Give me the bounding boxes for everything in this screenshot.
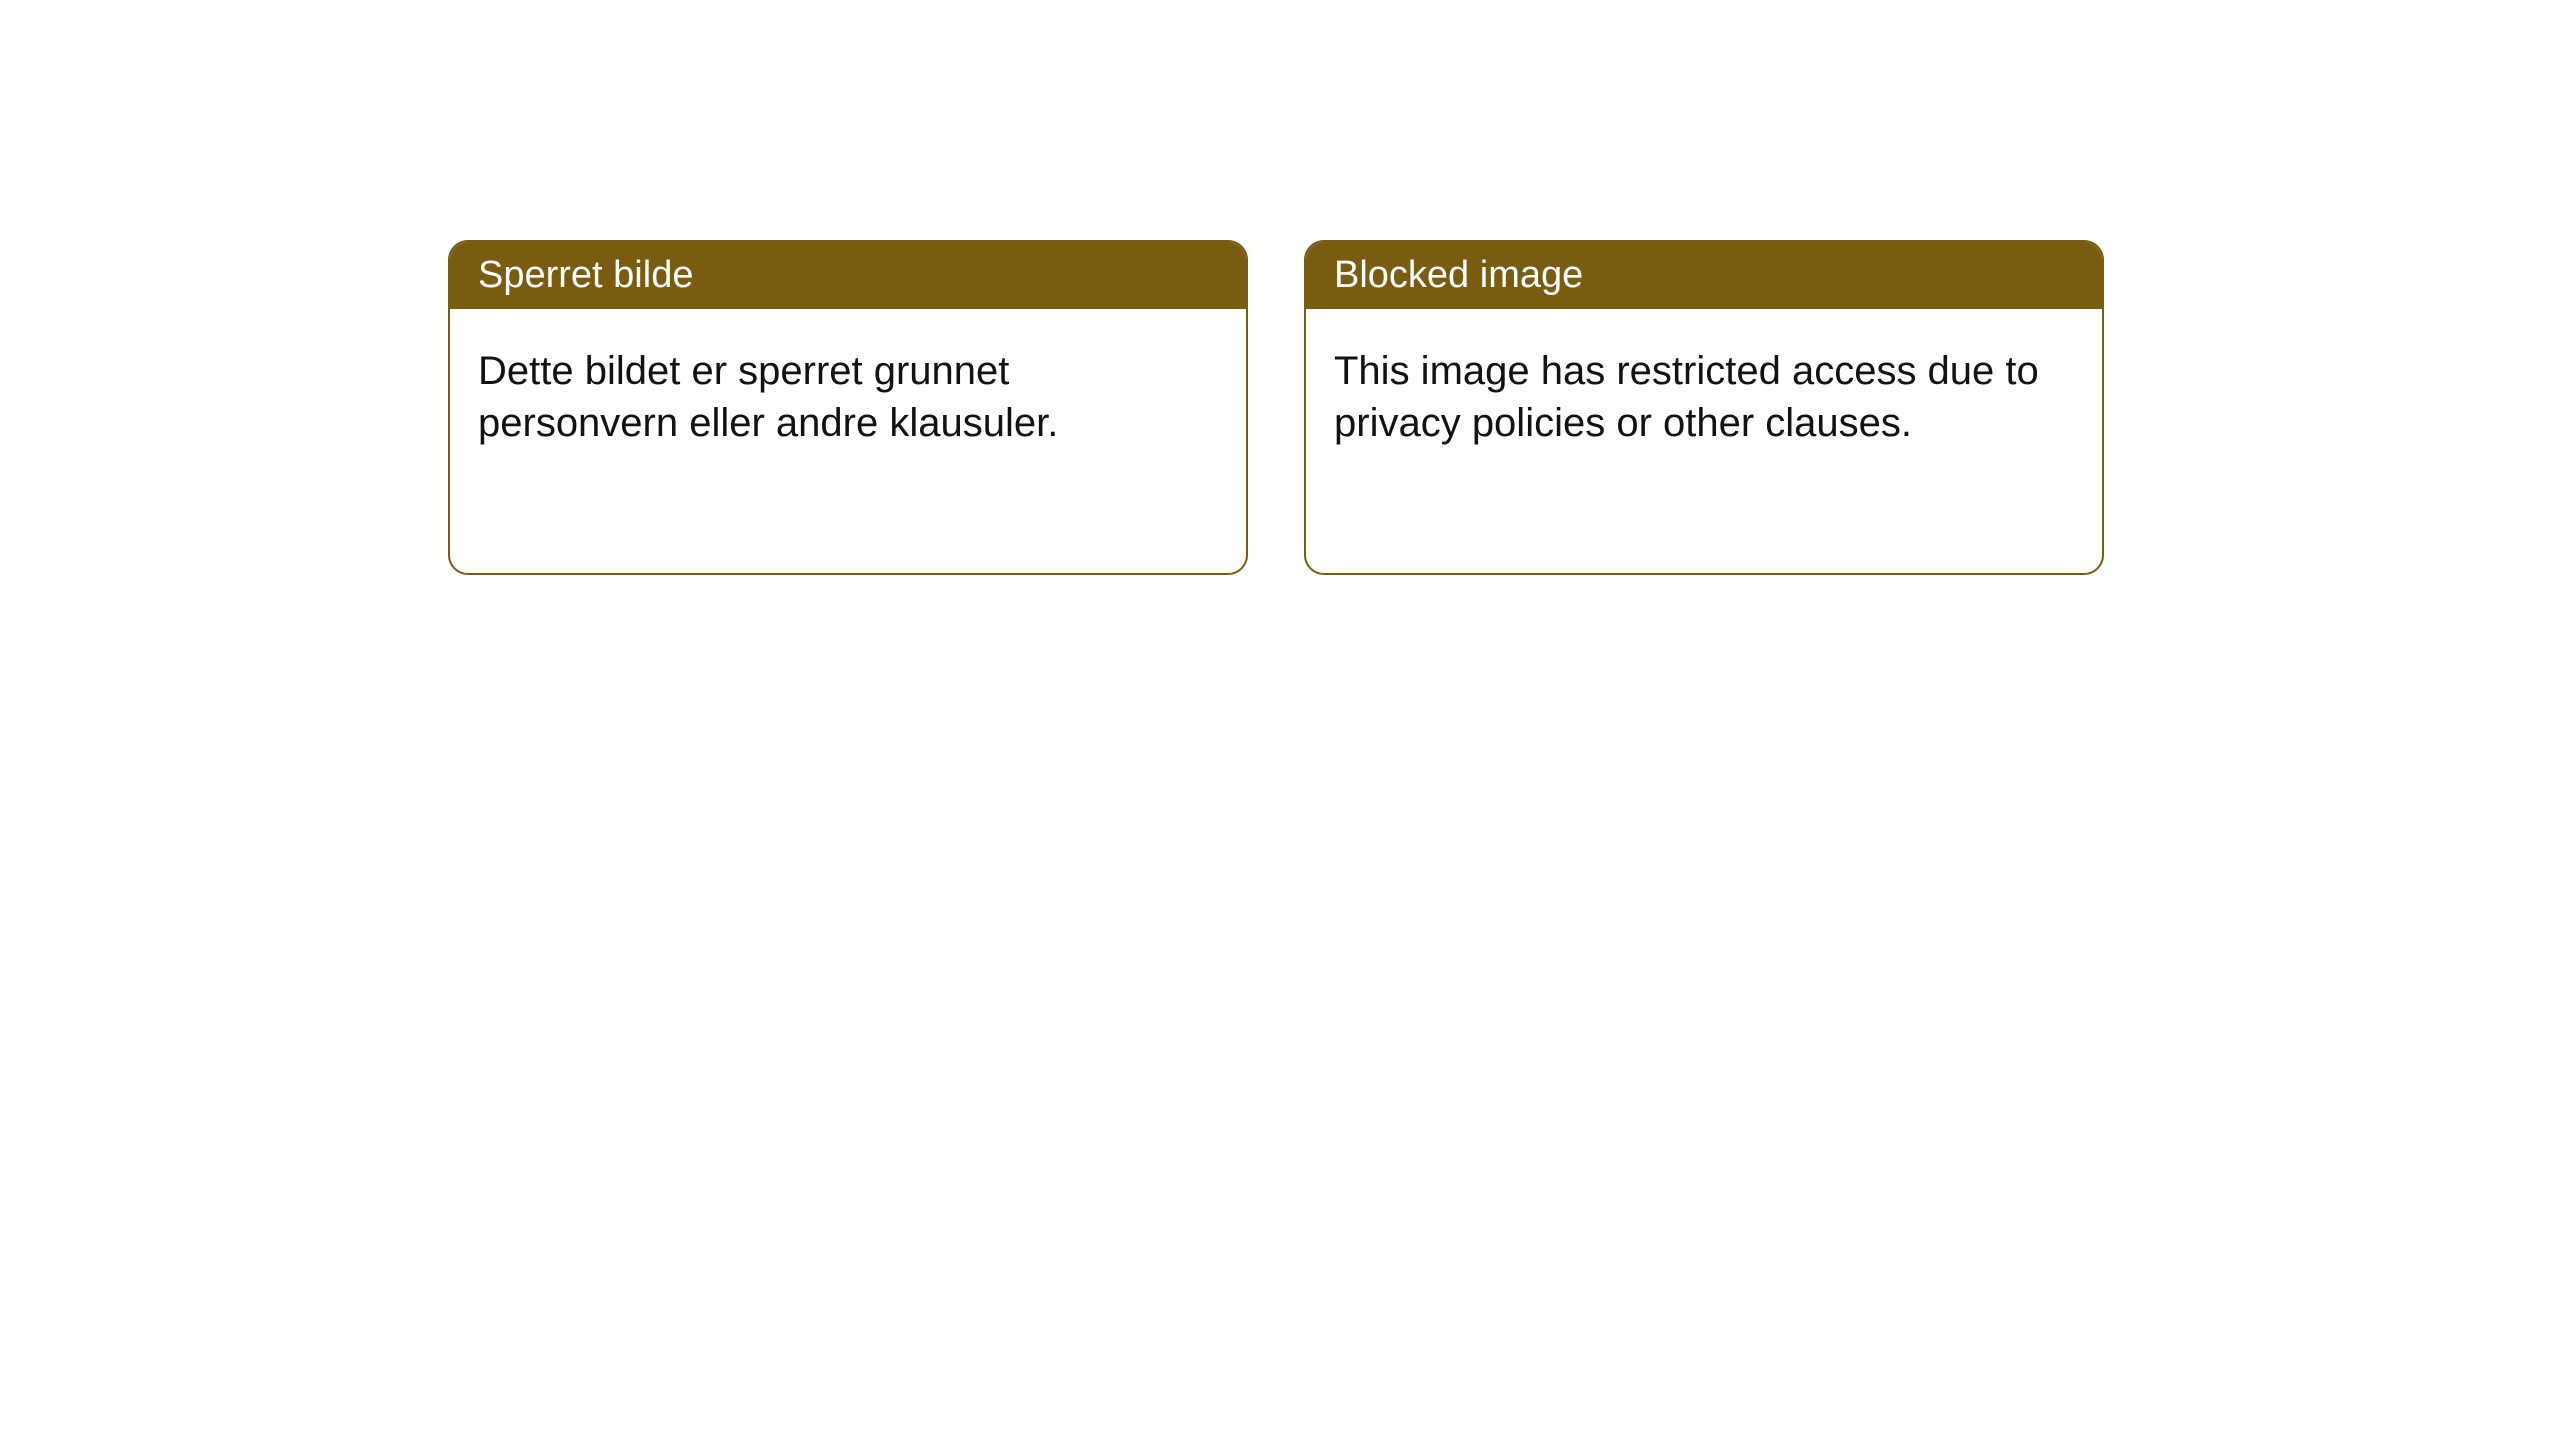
blocked-image-card-no: Sperret bilde Dette bildet er sperret gr…: [448, 240, 1248, 575]
card-title: Blocked image: [1334, 254, 1583, 296]
cards-container: Sperret bilde Dette bildet er sperret gr…: [0, 0, 2560, 575]
card-header: Blocked image: [1306, 242, 2102, 309]
card-body-text: Dette bildet er sperret grunnet personve…: [478, 349, 1058, 445]
card-body: Dette bildet er sperret grunnet personve…: [450, 309, 1246, 485]
card-title: Sperret bilde: [478, 254, 693, 296]
card-body: This image has restricted access due to …: [1306, 309, 2102, 485]
card-header: Sperret bilde: [450, 242, 1246, 309]
card-body-text: This image has restricted access due to …: [1334, 349, 2039, 445]
blocked-image-card-en: Blocked image This image has restricted …: [1304, 240, 2104, 575]
